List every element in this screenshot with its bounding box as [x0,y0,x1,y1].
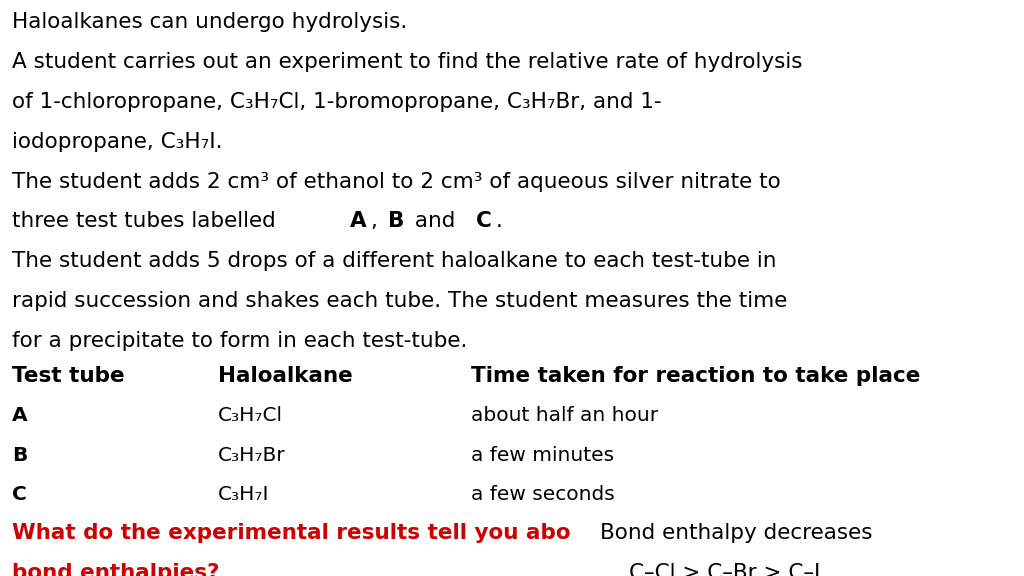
Text: The student adds 2 cm³ of ethanol to 2 cm³ of aqueous silver nitrate to: The student adds 2 cm³ of ethanol to 2 c… [12,172,780,192]
Text: bond enthalpies?: bond enthalpies? [12,563,219,576]
Text: .: . [496,211,503,232]
Text: about half an hour: about half an hour [471,406,658,425]
Text: for a precipitate to form in each test-tube.: for a precipitate to form in each test-t… [12,331,467,351]
Text: B: B [12,446,28,465]
Text: a few seconds: a few seconds [471,486,614,505]
Text: ,: , [371,211,384,232]
Text: C: C [12,486,27,505]
Text: C₃H₇Cl: C₃H₇Cl [218,406,283,425]
Text: What do the experimental results tell you abo: What do the experimental results tell yo… [12,523,570,543]
Text: and: and [409,211,463,232]
Text: Test tube: Test tube [12,366,125,386]
Text: The student adds 5 drops of a different haloalkane to each test-tube in: The student adds 5 drops of a different … [12,251,776,271]
Text: A: A [12,406,28,425]
Text: rapid succession and shakes each tube. The student measures the time: rapid succession and shakes each tube. T… [12,291,787,311]
Text: A: A [350,211,367,232]
Text: C₃H₇Br: C₃H₇Br [218,446,286,465]
Text: of 1-chloropropane, C₃H₇Cl, 1-bromopropane, C₃H₇Br, and 1-: of 1-chloropropane, C₃H₇Cl, 1-bromopropa… [12,92,662,112]
Text: A student carries out an experiment to find the relative rate of hydrolysis: A student carries out an experiment to f… [12,52,803,72]
Text: iodopropane, C₃H₇I.: iodopropane, C₃H₇I. [12,132,222,151]
Text: C₃H₇I: C₃H₇I [218,486,269,505]
Text: a few minutes: a few minutes [471,446,614,465]
Text: Bond enthalpy decreases: Bond enthalpy decreases [600,523,872,543]
Text: C: C [476,211,492,232]
Text: Haloalkane: Haloalkane [218,366,353,386]
Text: C–Cl > C–Br > C–I: C–Cl > C–Br > C–I [630,563,821,576]
Text: three test tubes labelled: three test tubes labelled [12,211,283,232]
Text: Haloalkanes can undergo hydrolysis.: Haloalkanes can undergo hydrolysis. [12,12,408,32]
Text: Time taken for reaction to take place: Time taken for reaction to take place [471,366,921,386]
Text: B: B [388,211,404,232]
